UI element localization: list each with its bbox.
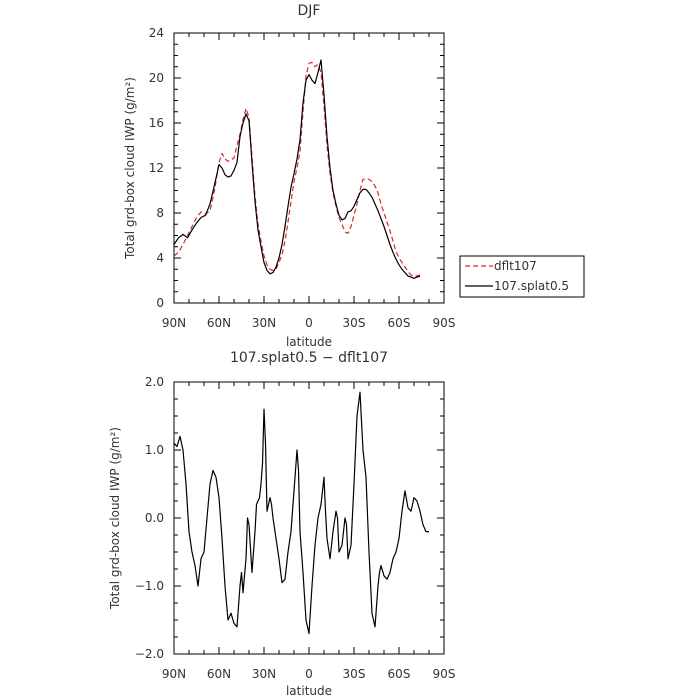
bottom-y-axis-label: Total grd-box cloud IWP (g/m²) (108, 427, 122, 610)
bottom-panel: 107.splat0.5 − dflt107 −2.0 −1.0 0.0 1.0 2.0… (108, 350, 455, 698)
bottom-chart-title: 107.splat0.5 − dflt107 (230, 350, 388, 366)
y-tick-label: 12 (149, 161, 164, 175)
top-panel: DJF 0 4 8 12 16 20 24 90N 60N 30N 0 30S 60S 90S latit… (123, 3, 585, 349)
top-chart-title: DJF (298, 3, 321, 19)
y-tick-label: 0.0 (145, 511, 164, 525)
top-x-axis-label: latitude (286, 335, 332, 349)
legend-box (459, 255, 585, 298)
bottom-x-axis-label: latitude (286, 684, 332, 698)
y-tick-label: 16 (149, 116, 164, 130)
y-tick-label: 4 (156, 251, 164, 265)
bottom-tick-labels: −2.0 −1.0 0.0 1.0 2.0 90N 60N 30N 0 30S 60S 90S (135, 375, 456, 681)
x-tick-label: 60N (207, 316, 231, 330)
bottom-axis-ticks (173, 381, 445, 655)
series-line-107-splat0-5 (173, 59, 421, 279)
y-tick-label: −2.0 (135, 647, 164, 661)
y-tick-label: 8 (156, 206, 164, 220)
y-tick-label: 1.0 (145, 443, 164, 457)
x-tick-label: 30N (252, 316, 276, 330)
x-tick-label: 90S (433, 316, 456, 330)
x-tick-label: 0 (305, 667, 313, 681)
x-tick-label: 30S (343, 667, 366, 681)
top-axis-ticks (173, 32, 445, 304)
y-tick-label: 2.0 (145, 375, 164, 389)
x-tick-label: 90S (433, 667, 456, 681)
y-tick-label: 24 (149, 26, 164, 40)
series-line-dflt107 (173, 61, 421, 277)
x-tick-label: 60S (388, 667, 411, 681)
x-tick-label: 0 (305, 316, 313, 330)
top-y-axis-label: Total grd-box cloud IWP (g/m²) (123, 77, 137, 260)
x-tick-label: 90N (162, 667, 186, 681)
top-plot-frame (173, 32, 445, 304)
bottom-series-lines (173, 391, 429, 635)
legend-label-dflt107: dflt107 (494, 259, 537, 273)
top-tick-labels: 0 4 8 12 16 20 24 90N 60N 30N 0 30S 60S 90S (149, 26, 456, 330)
bottom-plot-frame (173, 381, 445, 655)
x-tick-label: 60S (388, 316, 411, 330)
series-line-difference (173, 391, 429, 635)
y-tick-label: 20 (149, 71, 164, 85)
x-tick-label: 30N (252, 667, 276, 681)
x-tick-label: 30S (343, 316, 366, 330)
legend-label-107-splat0-5: 107.splat0.5 (494, 279, 569, 293)
legend: dflt107 107.splat0.5 (459, 255, 585, 298)
top-series-lines (173, 59, 421, 279)
x-tick-label: 60N (207, 667, 231, 681)
y-tick-label: 0 (156, 296, 164, 310)
y-tick-label: −1.0 (135, 579, 164, 593)
x-tick-label: 90N (162, 316, 186, 330)
